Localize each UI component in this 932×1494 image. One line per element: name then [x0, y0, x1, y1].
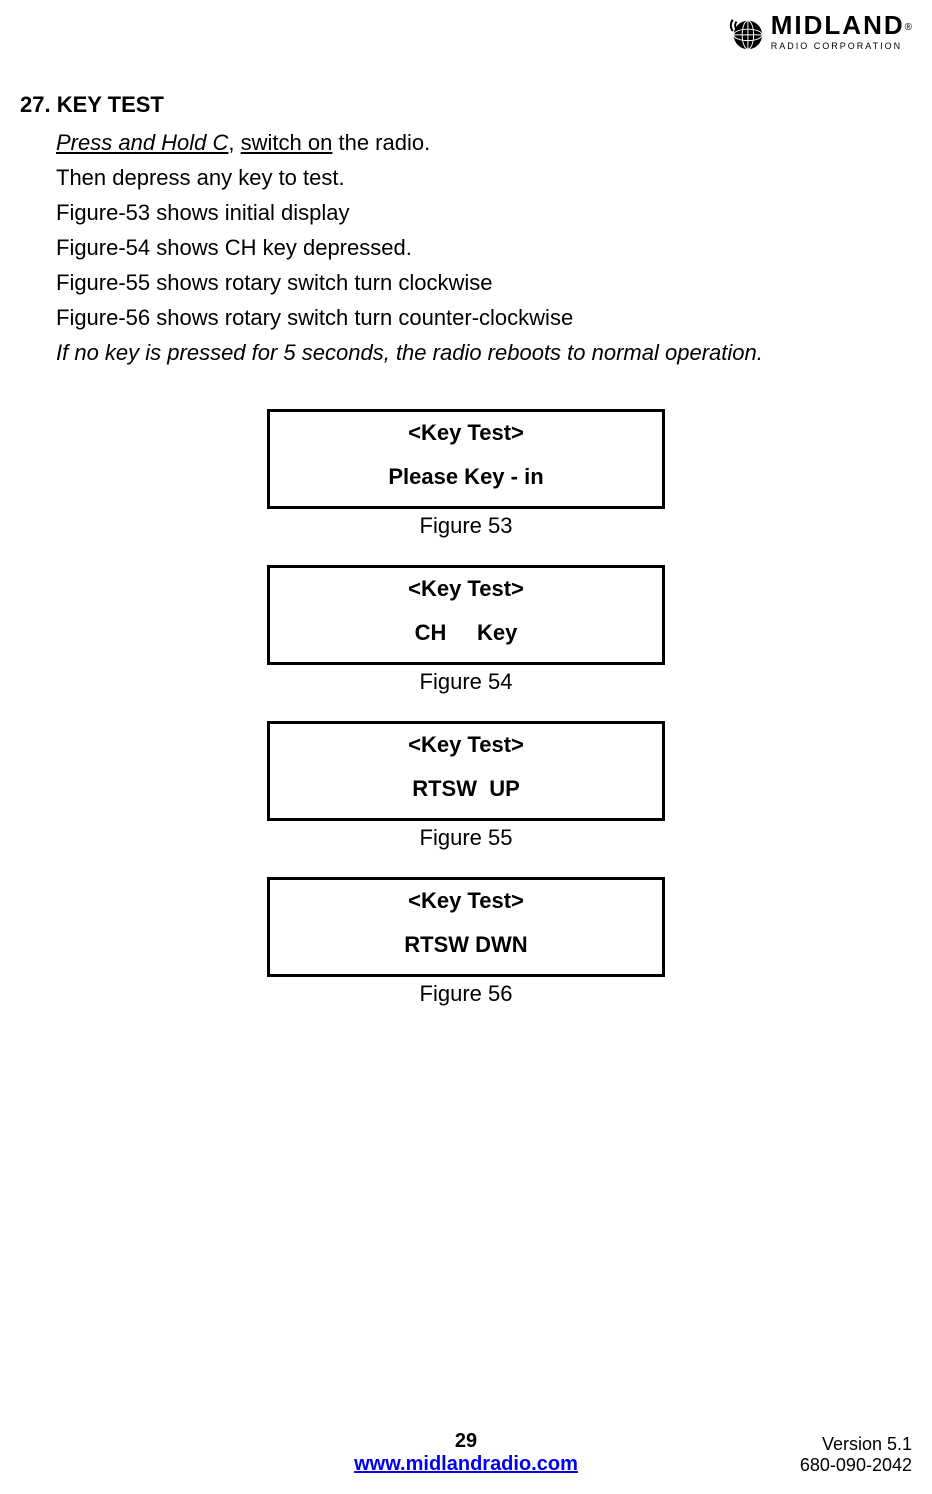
figure-54: <Key Test> CH Key Figure 54 — [267, 565, 665, 695]
docnum-text: 680-090-2042 — [800, 1455, 912, 1476]
line-7: If no key is pressed for 5 seconds, the … — [56, 336, 912, 369]
globe-icon — [727, 14, 765, 52]
caption-55: Figure 55 — [420, 825, 513, 851]
display-box-56: <Key Test> RTSW DWN — [267, 877, 665, 977]
line-6: Figure-56 shows rotary switch turn count… — [56, 301, 912, 334]
disp-55-line1: <Key Test> — [280, 732, 652, 758]
disp-55-line2: RTSW UP — [280, 776, 652, 802]
caption-56: Figure 56 — [420, 981, 513, 1007]
brand-subline: RADIO CORPORATION — [771, 41, 902, 51]
caption-54: Figure 54 — [420, 669, 513, 695]
page-number: 29 — [0, 1430, 932, 1453]
brand-name: MIDLAND® — [771, 12, 912, 39]
disp-54-line2: CH Key — [280, 620, 652, 646]
version-text: Version 5.1 — [800, 1434, 912, 1455]
content: 27. KEY TEST Press and Hold C, switch on… — [20, 92, 912, 1029]
line-1-d: the radio. — [332, 130, 430, 155]
registered-icon: ® — [905, 22, 912, 33]
line-5: Figure-55 shows rotary switch turn clock… — [56, 266, 912, 299]
caption-53: Figure 53 — [420, 513, 513, 539]
line-1-a: Press and Hold C — [56, 130, 228, 155]
figures: <Key Test> Please Key - in Figure 53 <Ke… — [20, 409, 912, 1029]
body-lines: Press and Hold C, switch on the radio. T… — [56, 126, 912, 369]
footer-link[interactable]: www.midlandradio.com — [354, 1453, 578, 1475]
line-1-c: switch on — [241, 130, 333, 155]
section-heading: 27. KEY TEST — [20, 92, 912, 118]
disp-56-line2: RTSW DWN — [280, 932, 652, 958]
brand-name-text: MIDLAND — [771, 10, 905, 40]
display-box-55: <Key Test> RTSW UP — [267, 721, 665, 821]
line-3: Figure-53 shows initial display — [56, 196, 912, 229]
disp-54-line1: <Key Test> — [280, 576, 652, 602]
line-1: Press and Hold C, switch on the radio. — [56, 126, 912, 159]
disp-53-line2: Please Key - in — [280, 464, 652, 490]
footer-right: Version 5.1 680-090-2042 — [800, 1434, 912, 1476]
figure-55: <Key Test> RTSW UP Figure 55 — [267, 721, 665, 851]
display-box-53: <Key Test> Please Key - in — [267, 409, 665, 509]
figure-56: <Key Test> RTSW DWN Figure 56 — [267, 877, 665, 1007]
line-4: Figure-54 shows CH key depressed. — [56, 231, 912, 264]
display-box-54: <Key Test> CH Key — [267, 565, 665, 665]
disp-53-line1: <Key Test> — [280, 420, 652, 446]
line-2: Then depress any key to test. — [56, 161, 912, 194]
line-1-b: , — [228, 130, 240, 155]
logo-wrap: MIDLAND® RADIO CORPORATION — [727, 12, 912, 51]
footer-center: 29 www.midlandradio.com — [0, 1430, 932, 1476]
figure-53: <Key Test> Please Key - in Figure 53 — [267, 409, 665, 539]
header-logo: MIDLAND® RADIO CORPORATION — [727, 12, 912, 51]
disp-56-line1: <Key Test> — [280, 888, 652, 914]
brand-block: MIDLAND® RADIO CORPORATION — [771, 12, 912, 51]
